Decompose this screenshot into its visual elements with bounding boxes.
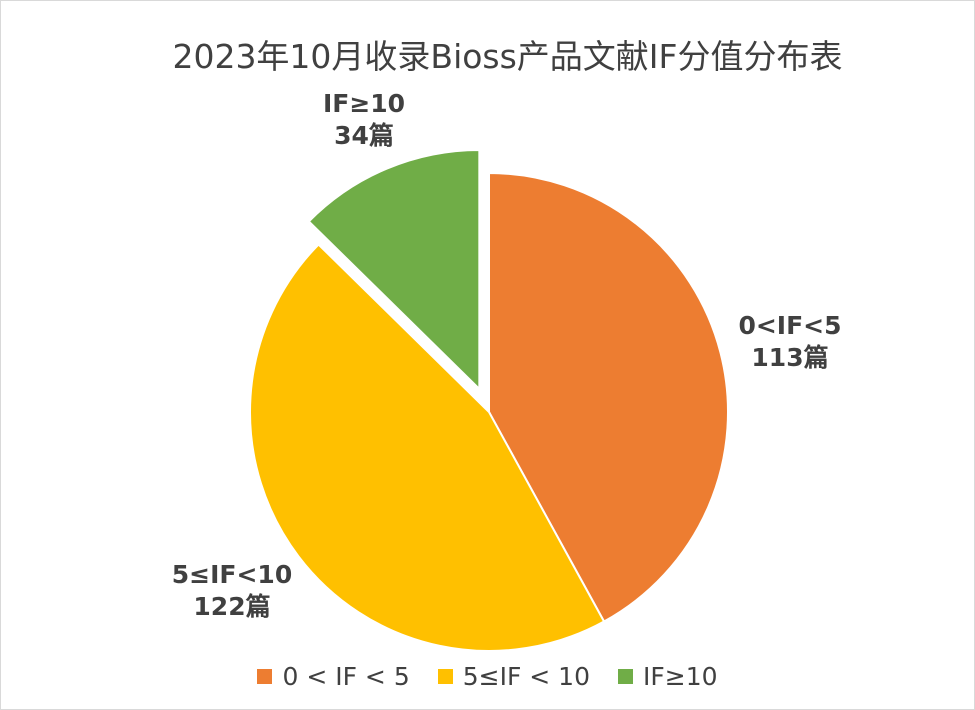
- pie-slice-2: [307, 148, 481, 392]
- legend-swatch-1: [437, 669, 453, 684]
- slice-label-1: 5≤IF<10 122篇: [172, 560, 292, 621]
- legend-swatch-2: [618, 669, 633, 684]
- chart-title: 2023年10月收录Bioss产品文献IF分值分布表: [172, 37, 843, 76]
- pie-slice-1: [249, 243, 606, 652]
- slice-label-2: IF≥10 34篇: [323, 89, 405, 150]
- legend-label-2: IF≥10: [643, 662, 718, 691]
- legend-label-0: 0 < IF < 5: [282, 662, 410, 691]
- legend-swatch-0: [257, 669, 273, 684]
- slice-label-0: 0<IF<5 113篇: [738, 311, 841, 372]
- legend-item-1: 5≤IF < 10: [437, 662, 590, 691]
- legend-item-0: 0 < IF < 5: [257, 662, 410, 691]
- pie-slice-0: [488, 171, 729, 623]
- legend-item-2: IF≥10: [618, 662, 718, 691]
- legend-label-1: 5≤IF < 10: [462, 662, 590, 691]
- legend: 0 < IF < 5 5≤IF < 10 IF≥10: [0, 662, 975, 691]
